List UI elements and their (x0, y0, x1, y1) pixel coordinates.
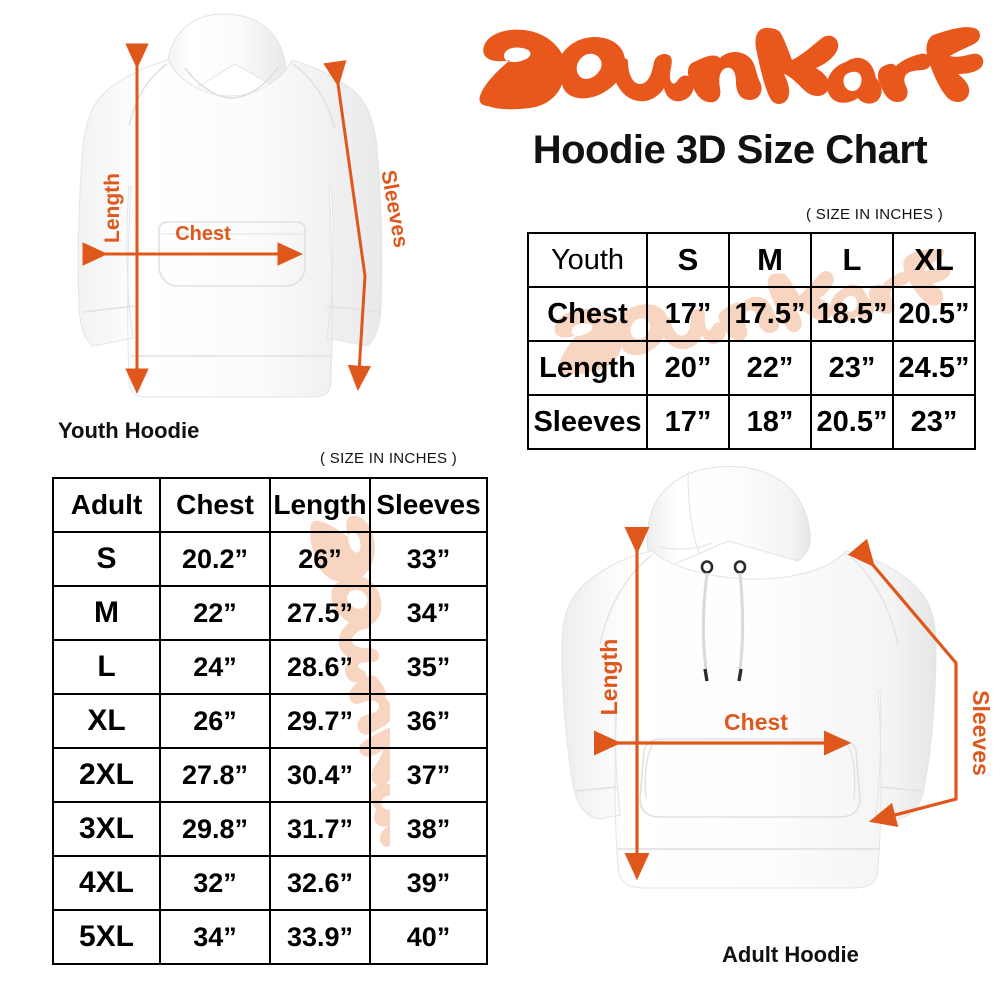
youth-col-header: XL (892, 232, 976, 288)
youth-length-label: Length (101, 173, 124, 243)
table-row: 3XL 29.8” 31.7” 38” (52, 801, 488, 857)
adult-length-label: Length (596, 639, 622, 716)
youth-hoodie-caption: Youth Hoodie (58, 418, 200, 443)
youth-cell: 23” (892, 394, 976, 450)
youth-size-table: Youth S M L XL Chest 17” 17.5” 18.5” 20.… (527, 232, 976, 450)
youth-sleeves-arrow (323, 60, 372, 391)
table-row: Adult Chest Length Sleeves (52, 477, 488, 533)
adult-cell: 33.9” (269, 909, 371, 965)
youth-cell: 22” (728, 340, 812, 396)
youth-cell: 18” (728, 394, 812, 450)
youth-corner-label: Youth (527, 232, 648, 288)
adult-cell: 34” (159, 909, 271, 965)
youth-row-label: Sleeves (527, 394, 648, 450)
youth-cell: 20.5” (810, 394, 894, 450)
adult-col-header: Sleeves (369, 477, 488, 533)
table-row: XL 26” 29.7” 36” (52, 693, 488, 749)
adult-cell: 30.4” (269, 747, 371, 803)
youth-col-header: L (810, 232, 894, 288)
table-row: Chest 17” 17.5” 18.5” 20.5” (527, 286, 976, 342)
adult-cell: 32.6” (269, 855, 371, 911)
adult-cell: 28.6” (269, 639, 371, 695)
youth-cell: 20.5” (892, 286, 976, 342)
adult-row-label: S (52, 531, 161, 587)
table-row: Sleeves 17” 18” 20.5” 23” (527, 394, 976, 450)
brand-logo (470, 14, 990, 124)
adult-row-label: L (52, 639, 161, 695)
youth-chest-label: Chest (175, 223, 231, 245)
adult-cell: 38” (369, 801, 488, 857)
table-row: 4XL 32” 32.6” 39” (52, 855, 488, 911)
adult-size-table: Adult Chest Length Sleeves S 20.2” 26” 3… (52, 477, 488, 965)
adult-units-note: ( SIZE IN INCHES ) (320, 450, 458, 467)
youth-row-label: Length (527, 340, 648, 396)
adult-cell: 33” (369, 531, 488, 587)
adult-cell: 26” (269, 531, 371, 587)
youth-cell: 23” (810, 340, 894, 396)
table-row: Youth S M L XL (527, 232, 976, 288)
adult-cell: 36” (369, 693, 488, 749)
youth-cell: 24.5” (892, 340, 976, 396)
youth-cell: 17” (646, 286, 730, 342)
youth-col-header: S (646, 232, 730, 288)
youth-units-note: ( SIZE IN INCHES ) (806, 206, 944, 223)
table-row: 2XL 27.8” 30.4” 37” (52, 747, 488, 803)
page-title: Hoodie 3D Size Chart (532, 128, 928, 172)
adult-cell: 22” (159, 585, 271, 641)
adult-cell: 20.2” (159, 531, 271, 587)
adult-cell: 39” (369, 855, 488, 911)
adult-cell: 27.5” (269, 585, 371, 641)
adult-cell: 29.7” (269, 693, 371, 749)
adult-chest-label: Chest (724, 709, 788, 735)
youth-cell: 17” (646, 394, 730, 450)
adult-cell: 24” (159, 639, 271, 695)
adult-cell: 37” (369, 747, 488, 803)
adult-row-label: 3XL (52, 801, 161, 857)
adult-row-label: 2XL (52, 747, 161, 803)
adult-row-label: XL (52, 693, 161, 749)
table-row: L 24” 28.6” 35” (52, 639, 488, 695)
adult-row-label: 4XL (52, 855, 161, 911)
adult-cell: 31.7” (269, 801, 371, 857)
adult-row-label: 5XL (52, 909, 161, 965)
adult-corner-label: Adult (52, 477, 161, 533)
adult-row-label: M (52, 585, 161, 641)
adult-cell: 34” (369, 585, 488, 641)
adult-cell: 32” (159, 855, 271, 911)
adult-hoodie-illustration: Length Chest Sleeves (560, 455, 990, 935)
table-row: 5XL 34” 33.9” 40” (52, 909, 488, 965)
youth-hoodie-illustration: Length Chest Sleeves (55, 8, 435, 418)
youth-cell: 18.5” (810, 286, 894, 342)
adult-hoodie-caption: Adult Hoodie (722, 942, 859, 967)
adult-cell: 40” (369, 909, 488, 965)
table-row: Length 20” 22” 23” 24.5” (527, 340, 976, 396)
youth-cell: 20” (646, 340, 730, 396)
table-row: M 22” 27.5” 34” (52, 585, 488, 641)
adult-sleeves-arrow (847, 538, 958, 827)
youth-col-header: M (728, 232, 812, 288)
table-row: S 20.2” 26” 33” (52, 531, 488, 587)
adult-hoodie-garment (561, 466, 937, 889)
adult-col-header: Chest (159, 477, 271, 533)
adult-cell: 35” (369, 639, 488, 695)
adult-sleeves-label: Sleeves (968, 690, 990, 776)
youth-row-label: Chest (527, 286, 648, 342)
adult-col-header: Length (269, 477, 371, 533)
adult-cell: 26” (159, 693, 271, 749)
adult-cell: 27.8” (159, 747, 271, 803)
youth-cell: 17.5” (728, 286, 812, 342)
adult-cell: 29.8” (159, 801, 271, 857)
